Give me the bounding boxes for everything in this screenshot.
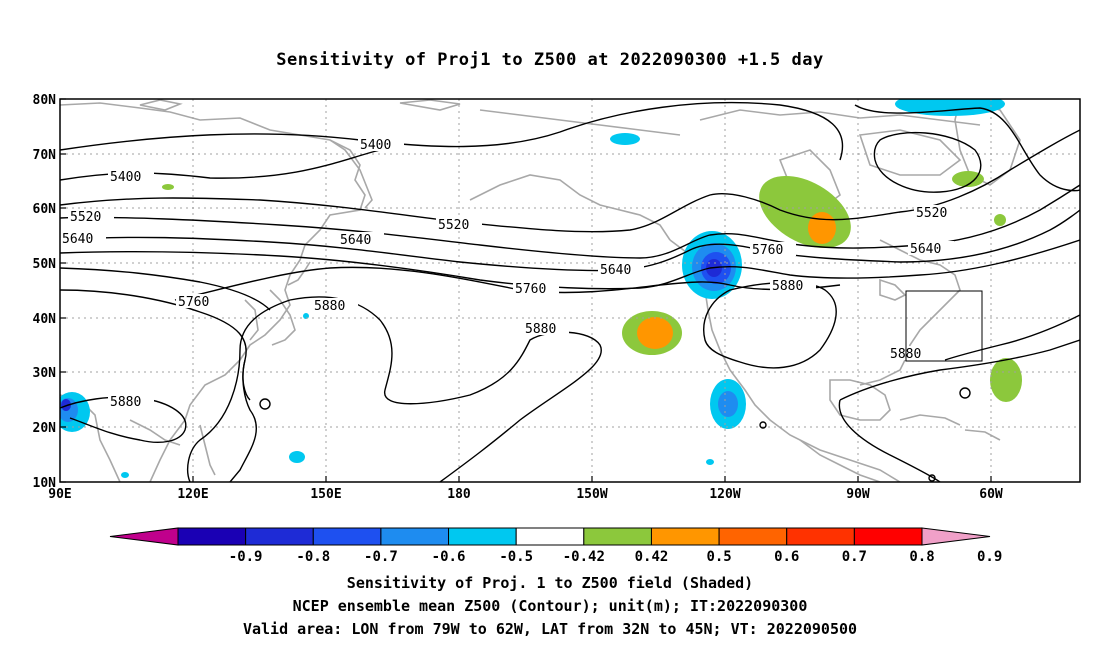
colorbar-tick-label: 0.6 bbox=[774, 549, 799, 565]
colorbar-tick-label: 0.9 bbox=[977, 549, 1002, 565]
contour-label: 5520 bbox=[916, 206, 947, 221]
lat-label: 50N bbox=[33, 257, 57, 272]
colorbar-segment bbox=[853, 527, 923, 546]
caption-line-1: Sensitivity of Proj. 1 to Z500 field (Sh… bbox=[346, 574, 754, 592]
colorbar-segment bbox=[245, 527, 314, 546]
colorbar-segment bbox=[448, 527, 517, 546]
lat-label: 20N bbox=[33, 421, 57, 436]
colorbar-segment bbox=[583, 527, 652, 546]
colorbar-tick-label: 0.5 bbox=[706, 549, 731, 565]
lat-label: 60N bbox=[33, 202, 57, 217]
contour-label: 5880 bbox=[772, 279, 803, 294]
contour-label: 5400 bbox=[360, 138, 391, 153]
contour-label: 5880 bbox=[525, 322, 556, 337]
colorbar-tick-label: 0.42 bbox=[635, 549, 669, 565]
colorbar-tick-label: 0.8 bbox=[909, 549, 934, 565]
grid-lines bbox=[60, 99, 1080, 482]
colorbar-segment bbox=[177, 527, 247, 546]
longitude-labels: 90E 120E 150E 180 150W 120W 90W 60W bbox=[48, 487, 1003, 502]
z500-contours bbox=[60, 101, 1080, 482]
contour-label: 5760 bbox=[515, 282, 546, 297]
colorbar-segment bbox=[515, 527, 585, 546]
map-frame bbox=[59, 98, 1081, 483]
colorbar-tick-label: -0.8 bbox=[296, 549, 330, 565]
contour-label: 5640 bbox=[910, 242, 941, 257]
figure-title: Sensitivity of Proj1 to Z500 at 20220903… bbox=[276, 50, 824, 70]
contour-label: 5640 bbox=[600, 263, 631, 278]
colorbar-tick-label: -0.42 bbox=[563, 549, 605, 565]
colorbar-segment bbox=[786, 527, 855, 546]
colorbar-tick-label: -0.9 bbox=[229, 549, 263, 565]
caption-line-3: Valid area: LON from 79W to 62W, LAT fro… bbox=[242, 620, 858, 638]
lat-label: 10N bbox=[33, 476, 57, 491]
contour-label: 5760 bbox=[752, 243, 783, 258]
contour-label: 5520 bbox=[438, 218, 469, 233]
colorbar-max-triangle bbox=[921, 527, 991, 546]
lon-label: 60W bbox=[979, 487, 1003, 502]
latitude-labels: 80N 70N 60N 50N 40N 30N 20N 10N bbox=[33, 93, 57, 491]
caption-line-2: NCEP ensemble mean Z500 (Contour); unit(… bbox=[292, 597, 808, 615]
colorbar-segment bbox=[380, 527, 450, 546]
lat-label: 30N bbox=[33, 366, 57, 381]
colorbar-tick-label: -0.7 bbox=[364, 549, 398, 565]
lon-label: 90E bbox=[48, 487, 71, 502]
colorbar-segment bbox=[650, 527, 720, 546]
contour-label: 5640 bbox=[340, 233, 371, 248]
colorbar-min-triangle bbox=[109, 527, 179, 546]
lon-label: 90W bbox=[846, 487, 870, 502]
colorbar-segment bbox=[312, 527, 382, 546]
lon-label: 150E bbox=[310, 487, 341, 502]
colorbar-tick-label: 0.7 bbox=[842, 549, 867, 565]
lat-label: 80N bbox=[33, 93, 57, 108]
colorbar-segment bbox=[718, 527, 788, 546]
colorbar: -0.9 -0.8 -0.7 -0.6 -0.5 -0.42 0.42 0.5 0.6 0.7 0.… bbox=[109, 527, 1002, 565]
contour-label: 5400 bbox=[110, 170, 141, 185]
contour-label: 5880 bbox=[314, 299, 345, 314]
lon-label: 180 bbox=[447, 487, 471, 502]
coastlines bbox=[60, 99, 1021, 482]
contour-label: 5520 bbox=[70, 210, 101, 225]
contour-label: 5640 bbox=[62, 232, 93, 247]
colorbar-tick-label: -0.5 bbox=[499, 549, 533, 565]
axis-ticks bbox=[60, 98, 992, 483]
valid-area-box bbox=[905, 290, 983, 362]
lon-label: 120E bbox=[177, 487, 208, 502]
lon-label: 150W bbox=[576, 487, 607, 502]
lat-label: 40N bbox=[33, 312, 57, 327]
contour-label: 5880 bbox=[110, 395, 141, 410]
contour-labels: 5400 5400 5520 5520 5520 5640 5640 5640 … bbox=[60, 137, 960, 410]
lat-label: 70N bbox=[33, 148, 57, 163]
colorbar-tick-label: -0.6 bbox=[432, 549, 466, 565]
contour-label: 5760 bbox=[178, 295, 209, 310]
lon-label: 120W bbox=[709, 487, 740, 502]
